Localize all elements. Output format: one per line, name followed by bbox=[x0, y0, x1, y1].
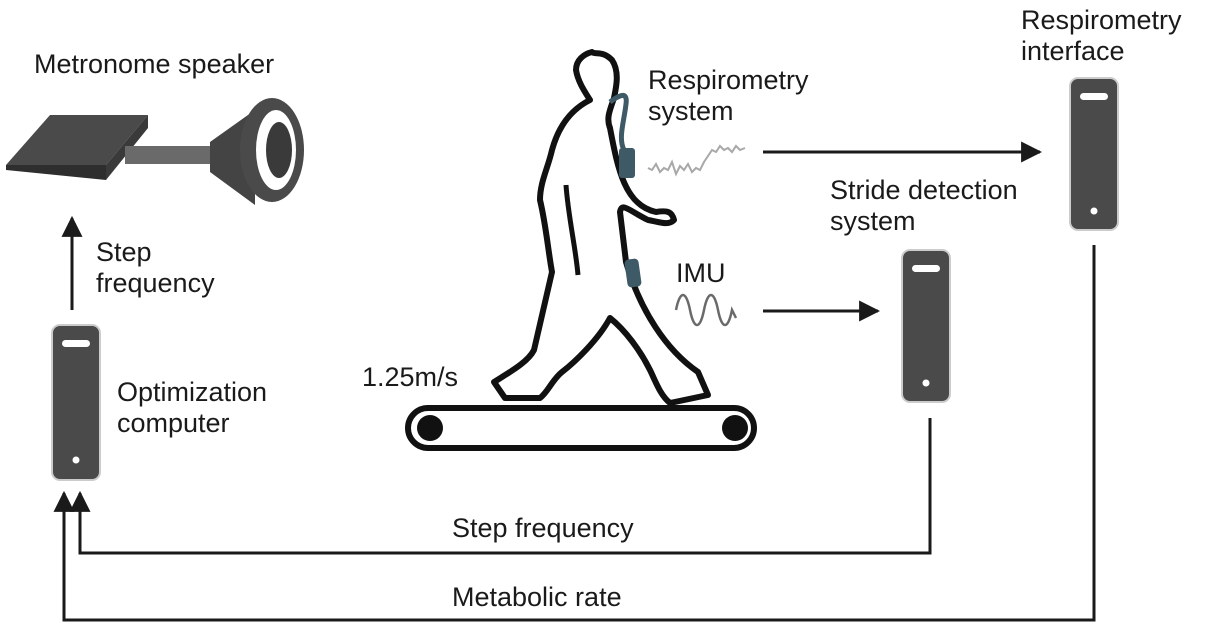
respirometry-mask-icon bbox=[608, 93, 635, 178]
walking-person-icon bbox=[491, 49, 711, 406]
metronome-speaker-label: Metronome speaker bbox=[34, 49, 275, 79]
step-frequency-label-bottom: Step frequency bbox=[452, 513, 634, 543]
metabolic-rate-feedback-arrow bbox=[53, 245, 1096, 622]
respirometry-signal-icon bbox=[647, 144, 746, 177]
stride-detection-label: Stride detection system bbox=[830, 175, 1018, 236]
respirometry-interface-computer-icon bbox=[1069, 77, 1119, 231]
step-frequency-label-left: Step frequency bbox=[96, 237, 215, 298]
stride-detection-computer-icon bbox=[901, 249, 951, 403]
respirometry-interface-label: Respirometry interface bbox=[1021, 5, 1182, 66]
metabolic-rate-label: Metabolic rate bbox=[452, 582, 622, 612]
treadmill-icon bbox=[405, 405, 757, 451]
step-frequency-feedback-arrow bbox=[69, 418, 932, 555]
optimization-computer-icon bbox=[51, 324, 101, 481]
optimization-computer-label: Optimization computer bbox=[117, 377, 268, 438]
metronome-speaker-icon bbox=[6, 98, 304, 205]
imu-label: IMU bbox=[676, 258, 726, 288]
imu-sensor-icon bbox=[624, 258, 642, 288]
treadmill-speed-label: 1.25m/s bbox=[362, 362, 459, 392]
imu-signal-icon bbox=[674, 293, 738, 327]
respirometry-system-label: Respirometry system bbox=[648, 65, 809, 126]
